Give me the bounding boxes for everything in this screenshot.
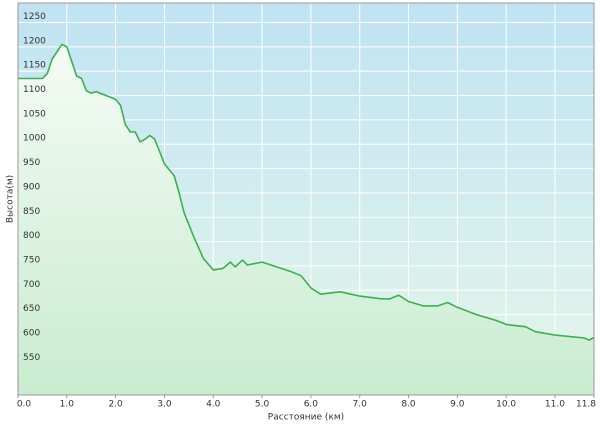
- y-tick-label: 1150: [23, 61, 46, 71]
- y-tick-label: 1100: [23, 85, 46, 95]
- y-tick-label: 600: [23, 329, 40, 339]
- x-tick-label: 11.0: [545, 400, 565, 410]
- y-tick-label: 800: [23, 231, 40, 241]
- plot-frame: [17, 2, 595, 396]
- x-axis-title: Расстояние (км): [268, 413, 344, 423]
- y-tick-label: 950: [23, 158, 40, 168]
- line: [18, 43, 595, 341]
- y-axis-title: Высота(м): [6, 175, 16, 223]
- y-tick-label: 650: [23, 304, 40, 314]
- x-tick-label: 6.0: [304, 400, 319, 410]
- x-tick-label: 1.0: [60, 400, 75, 410]
- x-tick-label: 3.0: [157, 400, 172, 410]
- x-tick-label: 9.0: [450, 400, 465, 410]
- y-tick-label: 550: [23, 353, 40, 363]
- x-tick-label: 0.0: [17, 400, 32, 410]
- y-tick-label: 1250: [23, 12, 46, 22]
- x-tick-label: 2.0: [108, 400, 123, 410]
- area: [18, 44, 594, 396]
- y-tick-label: 850: [23, 207, 40, 217]
- y-tick-label: 1000: [23, 134, 46, 144]
- y-tick-label: 900: [23, 182, 40, 192]
- y-tick-label: 1200: [23, 36, 46, 46]
- y-tick-label: 750: [23, 255, 40, 265]
- x-tick-label: 7.0: [353, 400, 368, 410]
- y-tick-label: 700: [23, 280, 40, 290]
- x-tick-label: 11.8: [576, 400, 596, 410]
- x-tick-label: 5.0: [255, 400, 270, 410]
- x-tick-label: 4.0: [206, 400, 221, 410]
- x-tick-label: 10.0: [496, 400, 516, 410]
- y-tick-label: 1050: [23, 109, 46, 119]
- x-tick-label: 8.0: [401, 400, 416, 410]
